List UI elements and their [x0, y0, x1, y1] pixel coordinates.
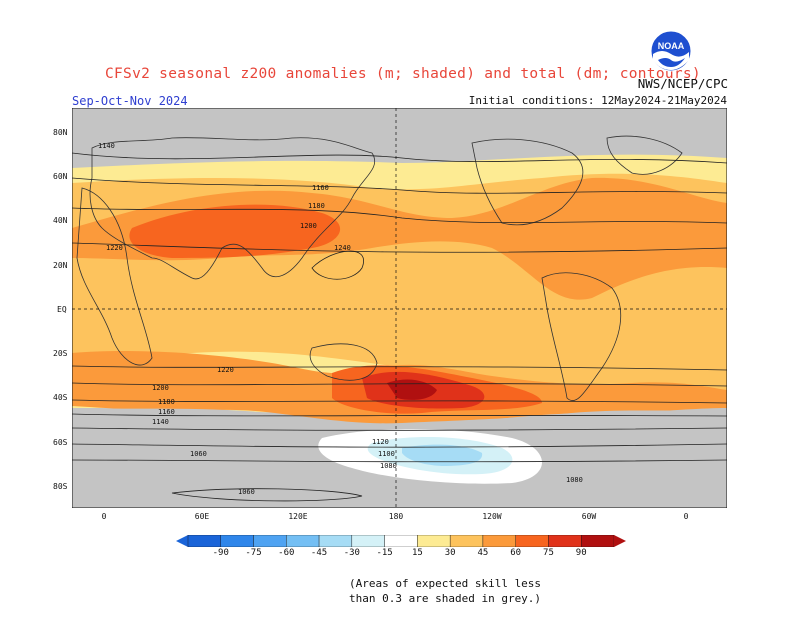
lat-label: 80N: [53, 128, 68, 137]
colorbar-cell: [581, 535, 615, 547]
colorbar-cell: [515, 535, 549, 547]
contour-label: 1220: [217, 366, 234, 374]
lat-label: 20S: [53, 349, 68, 358]
colorbar-label: -45: [310, 548, 328, 558]
contour-label: 1200: [152, 384, 169, 392]
map-title: CFSv2 seasonal z200 anomalies (m; shaded…: [105, 66, 701, 82]
contour-label: 1220: [106, 244, 123, 252]
colorbar-arrow-left: [176, 535, 188, 547]
contour-label-group: 1140 1160 1180 1200 1220 1240 1220 1200 …: [98, 142, 583, 496]
colorbar-label: -90: [212, 548, 229, 558]
contour-label: 1060: [190, 450, 207, 458]
colorbar-cell: [220, 535, 254, 547]
anomaly-map: 1140 1160 1180 1200 1220 1240 1220 1200 …: [72, 108, 727, 508]
contour-label: 1140: [98, 142, 115, 150]
contour-label: 1180: [308, 202, 325, 210]
lon-label: 120W: [482, 512, 502, 521]
colorbar-label: 60: [510, 548, 522, 558]
colorbar-label: -60: [278, 548, 295, 558]
negative-anomaly-45: [402, 444, 483, 466]
lon-label: 120E: [288, 512, 308, 521]
initial-conditions-label: Initial conditions: 12May2024-21May2024: [468, 94, 727, 107]
contour-label: 1200: [300, 222, 317, 230]
colorbar-label: 15: [411, 548, 423, 558]
colorbar-cell: [548, 535, 582, 547]
colorbar-cell: [253, 535, 287, 547]
colorbar-cell: [449, 535, 484, 547]
contour-label: 1120: [372, 438, 389, 446]
lon-label: 60E: [194, 512, 210, 521]
agency-label: NWS/NCEP/CPC: [637, 76, 728, 91]
colorbar-label: 90: [575, 548, 587, 558]
skill-note-line2: than 0.3 are shaded in grey.): [349, 592, 542, 605]
contour-label: 1160: [158, 408, 175, 416]
colorbar: [176, 535, 626, 547]
colorbar-cell: [286, 535, 320, 547]
lat-label: 60S: [53, 438, 68, 447]
contour-label: 1240: [334, 244, 351, 252]
colorbar-arrow-right: [614, 535, 626, 547]
colorbar-cell: [384, 535, 418, 547]
lon-label: 180: [388, 512, 404, 521]
season-label: Sep-Oct-Nov 2024: [72, 94, 188, 108]
contour-label: 1080: [566, 476, 583, 484]
contour-label: 1160: [312, 184, 329, 192]
lat-label: 40S: [53, 393, 68, 402]
lat-label: 80S: [53, 482, 68, 491]
lat-label: EQ: [57, 305, 67, 314]
colorbar-label: -30: [343, 548, 360, 558]
colorbar-cell: [318, 535, 353, 547]
contour-label: 1140: [152, 418, 169, 426]
colorbar-cell: [482, 535, 516, 547]
lon-label: 0: [101, 512, 107, 521]
noaa-logo-text: NOAA: [658, 41, 685, 51]
noaa-logo-icon: NOAA: [650, 30, 692, 72]
lat-label: 20N: [53, 261, 68, 270]
colorbar-label: 30: [444, 548, 456, 558]
skill-note-line1: (Areas of expected skill less: [349, 577, 542, 590]
colorbar-label: 75: [543, 548, 554, 558]
height-contours: [72, 152, 727, 502]
lat-label: 40N: [53, 216, 68, 225]
colorbar-cell: [351, 535, 385, 547]
anomaly-60-core-north: [129, 204, 341, 258]
lat-label: 60N: [53, 172, 68, 181]
lon-label: 0: [683, 512, 689, 521]
colorbar-label: 45: [477, 548, 489, 558]
colorbar-cells: [187, 535, 615, 547]
contour-label: 1060: [238, 488, 255, 496]
anomaly-90-core: [387, 379, 437, 400]
contour-label: 1100: [378, 450, 395, 458]
colorbar-label: -75: [245, 548, 262, 558]
contour-label: 1180: [158, 398, 175, 406]
contour-label: 1080: [380, 462, 397, 470]
colorbar-cell: [187, 535, 221, 547]
colorbar-label: -15: [376, 548, 393, 558]
colorbar-cell: [417, 535, 451, 547]
lon-label: 60W: [581, 512, 597, 521]
